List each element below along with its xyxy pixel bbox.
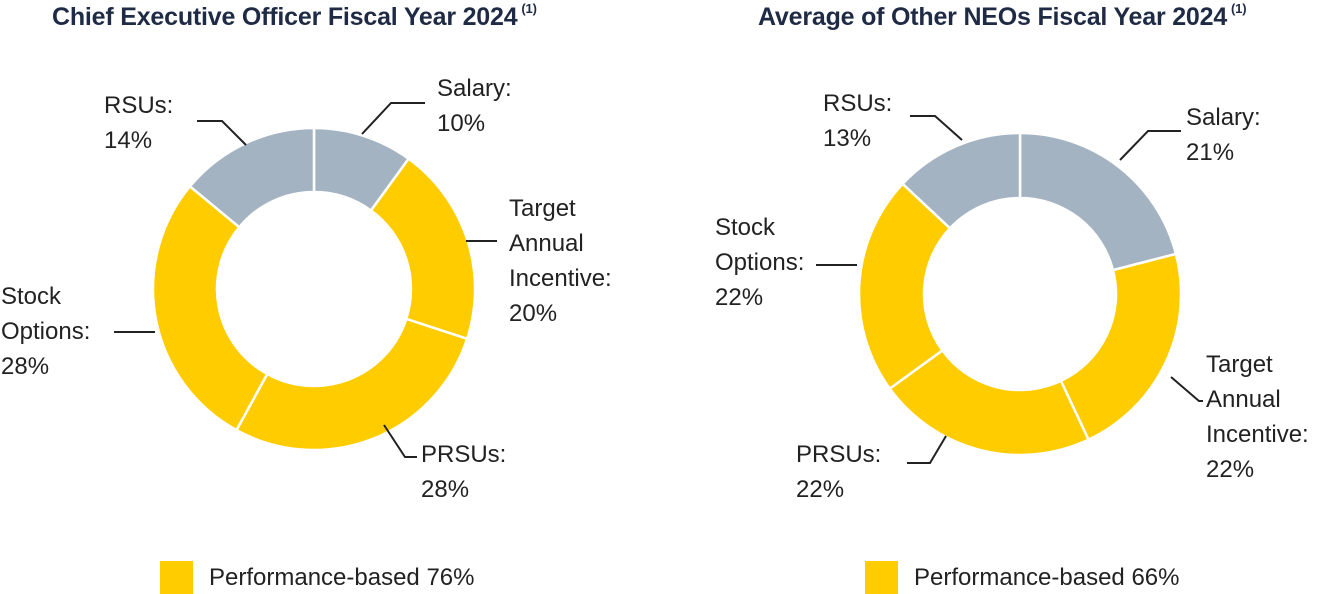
ceo-legend: Performance-based 76% bbox=[160, 561, 474, 594]
ceo-label-prsus: PRSUs: 28% bbox=[421, 441, 507, 503]
neo-chart-panel: Average of Other NEOs Fiscal Year 2024 (1… bbox=[665, 0, 1330, 594]
slice-rsus bbox=[900, 131, 1022, 231]
slice-prsus bbox=[234, 317, 469, 452]
neo-label-salary: Salary: 21% bbox=[1186, 104, 1261, 166]
neo-legend: Performance-based 66% bbox=[865, 561, 1179, 594]
ceo-label-target-annual-incentive: Target Annual Incentive: 20% bbox=[509, 195, 612, 327]
neo-legend-swatch bbox=[865, 561, 898, 594]
neo-legend-label: Performance-based 66% bbox=[914, 563, 1180, 591]
ceo-label-stock-options: Stock Options: 28% bbox=[1, 283, 91, 380]
leader-line-salary bbox=[361, 102, 425, 135]
neo-title-footnote: (1) bbox=[1231, 1, 1247, 16]
slice-stock-options bbox=[151, 184, 269, 432]
ceo-label-rsus: RSUs: 14% bbox=[104, 92, 174, 154]
neo-label-target-annual-incentive: Target Annual Incentive: 22% bbox=[1206, 351, 1309, 483]
slice-target-annual-incentive bbox=[1059, 252, 1183, 442]
slice-salary bbox=[1018, 131, 1178, 272]
ceo-donut-chart bbox=[114, 102, 497, 458]
ceo-title-footnote: (1) bbox=[521, 1, 537, 16]
slice-target-annual-incentive bbox=[369, 157, 477, 341]
ceo-legend-swatch bbox=[160, 561, 193, 594]
slice-stock-options bbox=[857, 182, 952, 391]
leader-line-rsus bbox=[197, 120, 247, 146]
leader-line-prsus bbox=[383, 424, 417, 458]
neo-label-prsus: PRSUs: 22% bbox=[796, 441, 882, 503]
neo-chart-title: Average of Other NEOs Fiscal Year 2024 (1… bbox=[758, 1, 1247, 31]
slice-prsus bbox=[888, 348, 1091, 457]
ceo-legend-label: Performance-based 76% bbox=[209, 563, 475, 591]
leader-line-salary bbox=[1119, 130, 1181, 161]
neo-label-stock-options: Stock Options: 22% bbox=[715, 214, 805, 311]
ceo-label-salary: Salary: 10% bbox=[437, 75, 512, 137]
ceo-chart-title: Chief Executive Officer Fiscal Year 2024… bbox=[52, 1, 537, 31]
neo-label-rsus: RSUs: 13% bbox=[823, 90, 893, 152]
neo-donut-chart bbox=[816, 115, 1203, 464]
leader-line-target-annual-incentive bbox=[1170, 376, 1203, 402]
leader-line-prsus bbox=[907, 435, 947, 464]
leader-line-rsus bbox=[910, 115, 963, 141]
slice-rsus bbox=[188, 126, 316, 229]
ceo-chart-panel: Chief Executive Officer Fiscal Year 2024… bbox=[1, 1, 612, 594]
